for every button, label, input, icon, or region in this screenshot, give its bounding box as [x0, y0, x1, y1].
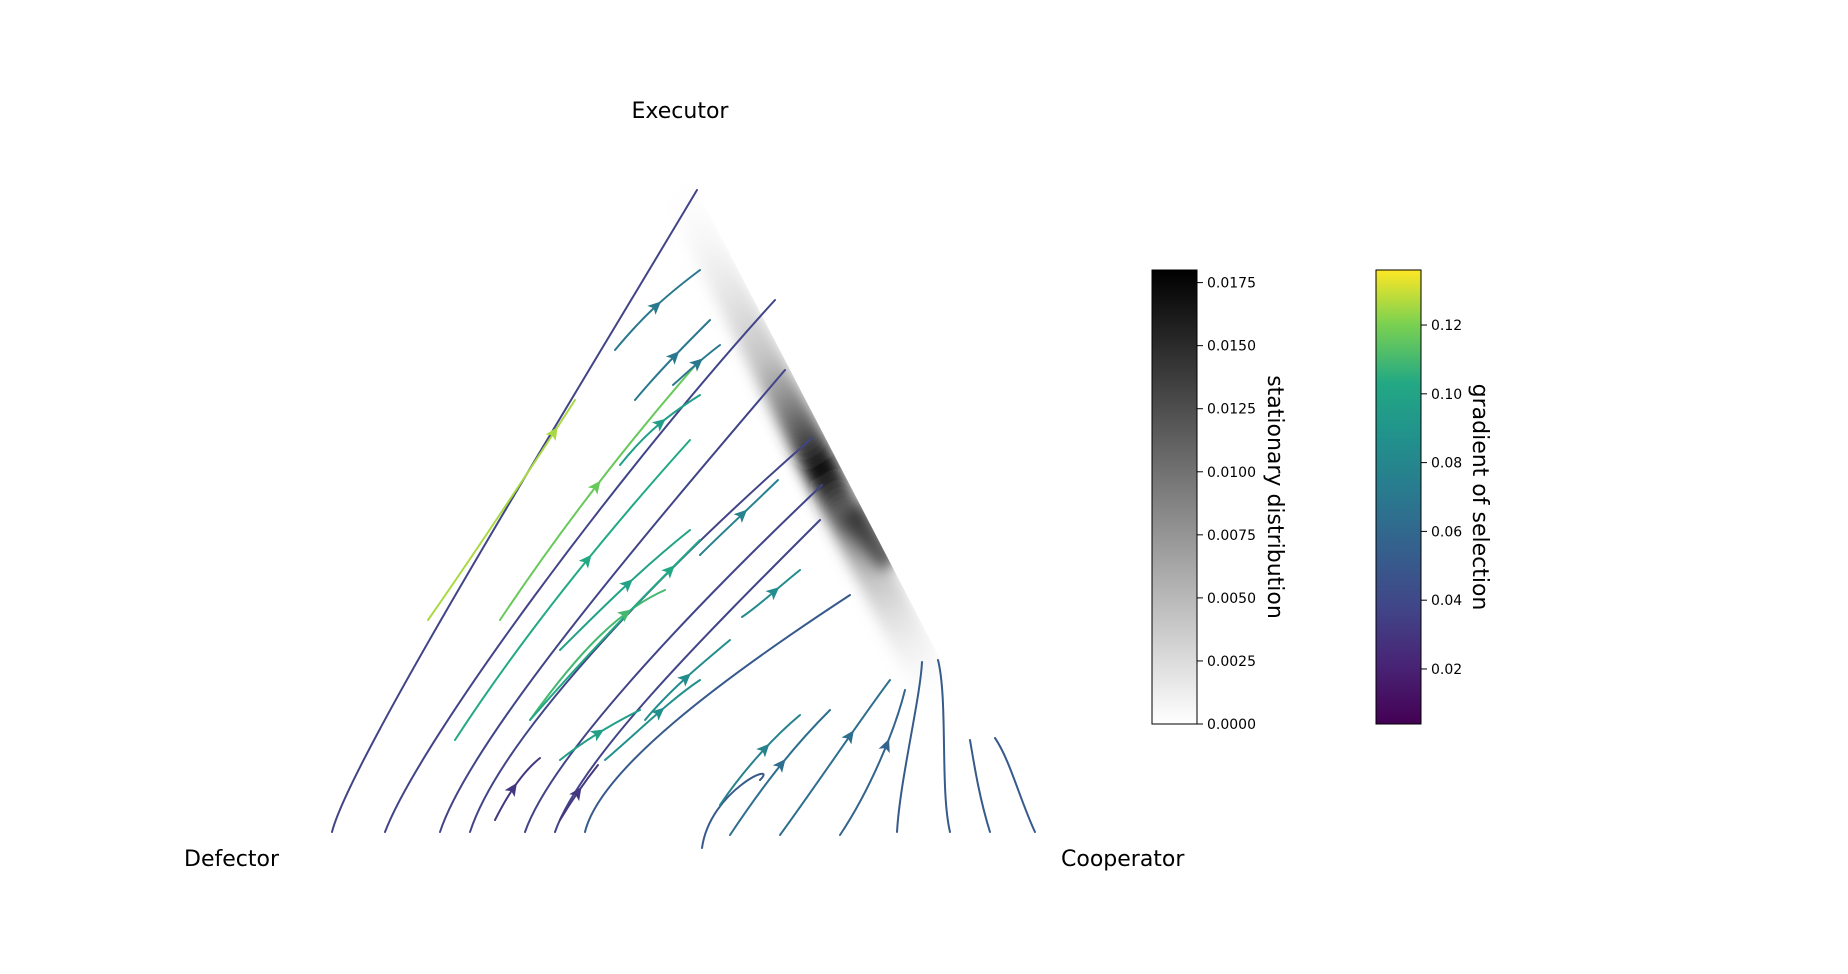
colorbar-tick-label: 0.0000 — [1207, 717, 1256, 733]
colorbar-tick-label: 0.0150 — [1207, 339, 1256, 355]
streamline — [779, 679, 891, 836]
streamline — [614, 269, 701, 351]
stream-arrow — [651, 418, 666, 432]
colorbar-tick-label: 0.12 — [1431, 318, 1462, 334]
stream-arrow — [878, 738, 890, 754]
stream-arrow — [765, 587, 780, 601]
streamline — [559, 529, 691, 651]
stationary-distribution-colorbar-fill — [1151, 269, 1198, 725]
stream-arrow — [569, 786, 582, 802]
colorbar-tick-label: 0.08 — [1431, 456, 1462, 472]
streamline — [494, 757, 541, 821]
colorbar-tick-label: 0.0175 — [1207, 276, 1256, 292]
streamline — [469, 437, 813, 833]
streamlines — [331, 189, 1036, 849]
stream-arrow — [665, 351, 680, 365]
streamline — [559, 764, 599, 821]
streamline — [994, 737, 1036, 833]
streamline — [584, 594, 851, 833]
stream-arrow — [756, 743, 770, 758]
stream-arrow — [617, 609, 632, 623]
colorbar-tick-label: 0.0100 — [1207, 465, 1256, 481]
streamline — [741, 569, 801, 618]
stream-arrows — [504, 301, 890, 802]
streamline — [499, 359, 701, 621]
streamline — [969, 739, 991, 833]
streamline — [384, 299, 776, 833]
gradient-of-selection-colorbar: 0.02 0.04 0.06 0.08 0.10 0.12 gradient of sel… — [1375, 269, 1492, 725]
streamline — [529, 539, 701, 721]
streamline — [331, 189, 698, 833]
colorbar-tick-label: 0.0125 — [1207, 402, 1256, 418]
streamline — [604, 679, 701, 761]
stream-arrow — [661, 565, 675, 579]
stationary-density — [665, 158, 1030, 832]
streamline — [839, 689, 906, 836]
stream-arrow — [650, 707, 665, 721]
stream-arrow — [504, 782, 517, 798]
colorbar-tick-label: 0.0075 — [1207, 528, 1256, 544]
stream-arrow — [841, 730, 854, 745]
stream-arrow — [589, 729, 605, 742]
colorbar-tick-label: 0.02 — [1431, 662, 1462, 678]
streamline — [701, 772, 765, 849]
vertex-label-top: Executor — [632, 99, 730, 124]
streamline — [454, 439, 691, 741]
stream-arrow — [677, 673, 691, 687]
colorbar-tick-label: 0.0050 — [1207, 591, 1256, 607]
stationary-distribution-colorbar: 0.0000 0.0025 0.0050 0.0075 0.0100 0.0125 0.01… — [1151, 269, 1287, 733]
colorbar-tick-label: 0.06 — [1431, 524, 1462, 540]
vertex-label-left: Defector — [184, 847, 280, 872]
streamline — [529, 589, 666, 721]
colorbar-tick-label: 0.0025 — [1207, 654, 1256, 670]
streamline — [896, 661, 923, 833]
stream-arrow — [772, 759, 786, 773]
colorbar-tick-label: 0.04 — [1431, 593, 1462, 609]
stream-arrow — [545, 426, 558, 441]
streamline — [699, 479, 779, 556]
streamline — [937, 659, 951, 833]
stream-arrow — [587, 480, 601, 495]
gradient-of-selection-label: gradient of selection — [1467, 384, 1492, 611]
streamline — [729, 709, 831, 836]
streamline — [439, 369, 786, 833]
stream-arrow — [647, 301, 662, 315]
streamline — [619, 394, 701, 466]
stream-arrow — [578, 554, 592, 569]
stream-arrow — [733, 509, 748, 523]
stream-arrow — [619, 579, 633, 593]
streamline — [719, 714, 801, 806]
gradient-of-selection-colorbar-fill — [1375, 269, 1422, 725]
colorbar-tick-label: 0.10 — [1431, 387, 1462, 403]
streamline — [554, 519, 821, 833]
stream-arrow — [689, 358, 703, 372]
stationary-distribution-label: stationary distribution — [1262, 375, 1287, 619]
vertex-label-right: Cooperator — [1061, 847, 1185, 872]
streamline — [524, 484, 823, 833]
